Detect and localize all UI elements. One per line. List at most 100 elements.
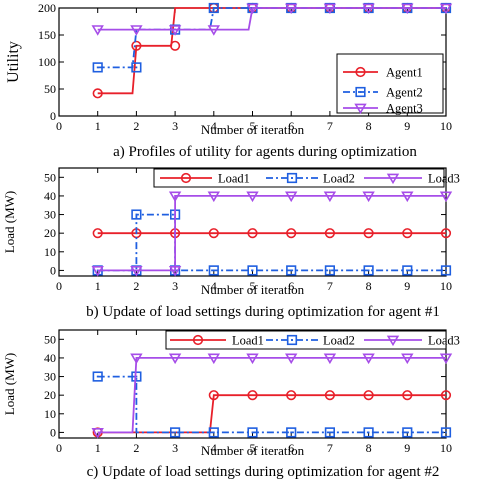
x-tick-label: 9 (404, 441, 410, 455)
data-point-load2 (402, 265, 413, 276)
data-point-load3 (323, 353, 337, 365)
x-tick-label: 1 (95, 279, 101, 293)
x-tick-label: 3 (172, 279, 178, 293)
x-tick-label: 7 (327, 441, 333, 455)
legend-marker-load1 (180, 172, 192, 184)
legend: Agent1 Agent2 Agent3 (336, 53, 444, 116)
data-point-load3 (91, 428, 104, 439)
data-point-agent2 (131, 62, 142, 73)
x-tick-label: 2 (133, 119, 139, 133)
legend-marker-load3 (386, 173, 400, 185)
x-tick-label: 8 (366, 441, 372, 455)
x-tick-label: 10 (440, 441, 452, 455)
data-point-load3 (362, 353, 375, 365)
data-point-load3 (168, 191, 182, 203)
data-point-load3 (439, 191, 453, 203)
legend-label: Load3 (428, 334, 460, 348)
data-point-agent3 (91, 25, 104, 36)
data-point-load3 (168, 266, 182, 277)
y-axis-label: Load (MW) (2, 191, 17, 253)
data-point-load1 (324, 228, 336, 239)
data-point-load2 (402, 427, 413, 438)
x-tick-label: 7 (327, 119, 333, 133)
x-tick-label: 4 (211, 119, 217, 133)
y-tick-label: 30 (44, 370, 56, 384)
x-tick-label: 0 (56, 119, 62, 133)
y-tick-label: 20 (44, 388, 56, 402)
chart-caption: a) Profiles of utility for agents during… (113, 144, 417, 160)
data-point-load1 (402, 390, 413, 401)
legend: Load1 Load2 Load3 (153, 168, 460, 188)
legend-label: Agent2 (386, 86, 423, 100)
data-point-load1 (440, 228, 452, 239)
y-tick-label: 10 (44, 245, 56, 259)
data-point-load3 (362, 191, 375, 203)
data-point-agent3 (130, 25, 143, 36)
legend-label: Load1 (232, 334, 264, 348)
data-point-load2 (247, 265, 258, 276)
legend-marker-load2 (286, 172, 298, 184)
x-tick-label: 10 (440, 279, 452, 293)
data-point-load2 (286, 265, 297, 276)
x-tick-label: 6 (288, 441, 294, 455)
y-tick-label: 0 (50, 263, 56, 277)
data-point-agent3 (168, 25, 182, 36)
legend-label: Agent3 (386, 102, 423, 116)
data-point-load1 (247, 390, 258, 401)
data-point-load2 (208, 265, 219, 276)
data-point-agent3 (285, 3, 298, 15)
x-tick-label: 8 (366, 119, 372, 133)
data-point-load3 (207, 191, 220, 203)
x-tick-label: 2 (133, 441, 139, 455)
data-point-load2 (286, 427, 297, 438)
data-point-load3 (130, 266, 143, 277)
legend-label: Load1 (218, 172, 250, 186)
x-tick-label: 1 (95, 441, 101, 455)
x-axis-label: Number of iteration (201, 122, 305, 137)
data-point-load2 (363, 265, 374, 276)
data-point-agent3 (362, 3, 375, 15)
x-tick-label: 6 (288, 279, 294, 293)
x-tick-label: 0 (56, 441, 62, 455)
series-line-load3 (97, 356, 446, 434)
y-tick-label: 10 (44, 407, 56, 421)
data-point-load2 (324, 265, 336, 276)
data-point-load3 (285, 353, 298, 365)
legend-marker-load2 (286, 334, 298, 346)
chart-caption: b) Update of load settings during optimi… (86, 304, 440, 320)
chart-panel-3: 0 1 2 3 4 5 6 7 8 9 10 0 10 20 30 40 50 Number of iterati… (2, 329, 460, 480)
data-point-agent2 (92, 62, 103, 73)
data-point-load2 (208, 427, 219, 438)
data-point-load1 (92, 228, 103, 239)
data-point-agent3 (323, 3, 337, 15)
y-tick-label: 150 (38, 28, 56, 42)
data-point-load3 (130, 353, 143, 365)
x-tick-label: 4 (211, 441, 217, 455)
y-tick-label: 0 (50, 425, 56, 439)
y-axis-label: Load (MW) (2, 353, 17, 415)
x-tick-label: 7 (327, 279, 333, 293)
x-tick-label: 9 (404, 119, 410, 133)
data-point-load3 (207, 353, 220, 365)
data-point-agent1 (170, 40, 181, 51)
data-point-load2 (363, 427, 374, 438)
y-tick-label: 30 (44, 208, 56, 222)
data-point-load2 (440, 265, 452, 276)
y-axis-label: Utility (5, 41, 22, 83)
y-tick-label: 200 (38, 1, 56, 15)
data-point-load2 (170, 427, 181, 438)
data-point-agent1 (131, 40, 142, 51)
x-tick-label: 5 (250, 279, 256, 293)
data-point-load2 (131, 209, 142, 220)
x-tick-label: 3 (172, 441, 178, 455)
series-line-load2 (97, 213, 446, 272)
y-tick-label: 50 (44, 82, 56, 96)
y-tick-label: 0 (50, 109, 56, 123)
y-tick-label: 100 (38, 55, 56, 69)
legend-label: Load2 (323, 172, 355, 186)
legend-frame (336, 53, 444, 114)
x-tick-label: 9 (404, 279, 410, 293)
data-point-agent3 (401, 3, 414, 15)
y-tick-label: 20 (44, 226, 56, 240)
